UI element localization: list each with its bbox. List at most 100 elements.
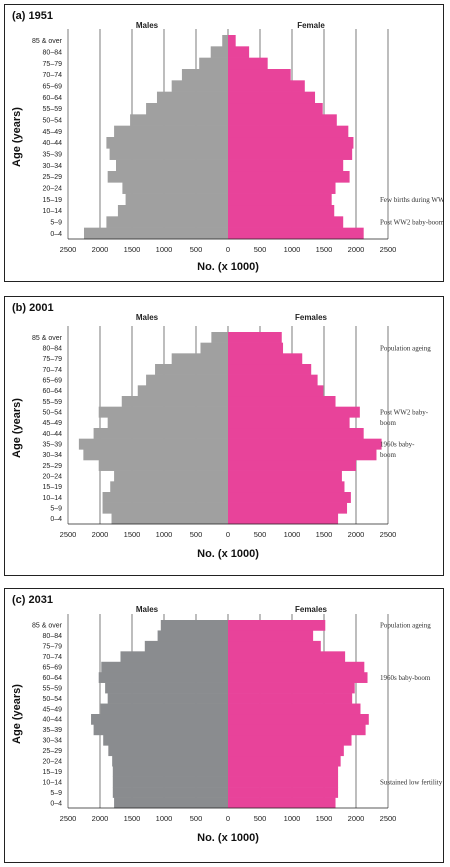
x-axis-label: No. (x 1000): [197, 261, 259, 273]
age-tick-label: 5–9: [50, 220, 62, 227]
female-bar: [228, 693, 353, 704]
x-tick-label: 2000: [348, 530, 365, 539]
age-tick-label: 80–84: [43, 346, 63, 353]
age-tick-label: 70–74: [43, 72, 63, 79]
male-bar: [200, 342, 228, 354]
x-tick-label: 0: [226, 814, 230, 823]
male-bar: [137, 385, 228, 397]
x-tick-label: 1500: [316, 814, 333, 823]
x-tick-label: 2000: [92, 245, 109, 254]
x-tick-label: 0: [226, 245, 230, 254]
age-tick-label: 10–14: [43, 779, 63, 786]
age-tick-label: 80–84: [43, 633, 63, 640]
x-tick-label: 1000: [284, 245, 301, 254]
male-bar: [102, 502, 228, 514]
male-bar: [117, 205, 228, 217]
age-tick-label: 30–34: [43, 452, 63, 459]
x-tick-label: 2000: [348, 245, 365, 254]
age-tick-label: 70–74: [43, 367, 63, 374]
male-bar: [107, 693, 228, 704]
female-bar: [228, 651, 346, 663]
male-bar: [181, 69, 228, 81]
x-tick-label: 1500: [124, 245, 141, 254]
age-tick-label: 15–19: [43, 484, 63, 491]
age-tick-label: 65–69: [43, 84, 63, 91]
y-axis-label: Age (years): [11, 398, 23, 458]
female-bar: [228, 502, 348, 514]
female-bar: [228, 714, 369, 725]
female-bar: [228, 193, 332, 206]
age-tick-label: 35–39: [43, 727, 63, 734]
annotation-text: Few births during WW2: [380, 196, 443, 204]
male-bar: [108, 745, 228, 757]
female-bar: [228, 374, 318, 386]
x-tick-label: 1500: [124, 814, 141, 823]
female-bar: [228, 460, 356, 471]
male-bar: [171, 80, 228, 92]
female-bar: [228, 385, 324, 397]
male-bar: [112, 776, 228, 788]
female-bar: [228, 417, 350, 429]
male-bar: [114, 125, 228, 138]
male-bar: [210, 46, 228, 58]
age-tick-label: 30–34: [43, 163, 63, 170]
age-tick-label: 50–54: [43, 118, 63, 125]
age-tick-label: 45–49: [43, 706, 63, 713]
chart-title: (c) 2031: [12, 594, 53, 606]
female-bar: [228, 640, 321, 652]
x-tick-label: 1000: [156, 245, 173, 254]
female-bar: [228, 703, 361, 715]
age-tick-label: 25–29: [43, 748, 63, 755]
female-bar: [228, 103, 323, 115]
males-label: Males: [136, 605, 159, 614]
x-tick-label: 500: [190, 530, 203, 539]
age-tick-label: 0–4: [50, 800, 62, 807]
male-bar: [120, 651, 228, 663]
age-tick-label: 45–49: [43, 129, 63, 136]
female-bar: [228, 46, 250, 58]
male-bar: [171, 353, 228, 365]
females-label: Females: [295, 605, 328, 614]
female-bar: [228, 35, 236, 47]
population-pyramid-2031: 0–4 5–9 10–14 15–19 20–24 25–29 30–34 35–39 40–4…: [11, 594, 443, 844]
female-bar: [228, 364, 312, 375]
female-bar: [228, 159, 344, 172]
age-tick-label: 45–49: [43, 420, 63, 427]
age-tick-label: 85 & over: [32, 38, 63, 45]
male-bar: [106, 137, 228, 149]
chart-panel-1951: 0–4 5–9 10–14 15–19 20–24 25–29 30–34 35–39 40–4…: [4, 4, 444, 282]
age-tick-label: 75–79: [43, 61, 63, 68]
male-bar: [110, 481, 228, 493]
male-bar: [107, 417, 228, 429]
x-tick-label: 1000: [156, 814, 173, 823]
males-label: Males: [136, 313, 159, 322]
male-bar: [91, 714, 228, 725]
male-bar: [114, 470, 228, 482]
annotation-text: 1960s baby-: [380, 441, 415, 449]
female-bar: [228, 148, 353, 160]
male-bar: [93, 428, 228, 439]
male-bar: [98, 672, 228, 683]
male-bar: [156, 91, 228, 104]
age-tick-label: 40–44: [43, 717, 63, 724]
male-bar: [101, 661, 228, 673]
age-tick-label: 75–79: [43, 356, 63, 363]
age-tick-label: 60–64: [43, 95, 63, 102]
age-tick-label: 65–69: [43, 665, 63, 672]
female-bar: [228, 724, 366, 736]
x-axis-label: No. (x 1000): [197, 548, 259, 560]
male-bar: [125, 193, 228, 206]
age-tick-label: 75–79: [43, 644, 63, 651]
male-bar: [121, 396, 228, 407]
female-bar: [228, 470, 342, 482]
male-bar: [109, 148, 228, 160]
age-tick-label: 20–24: [43, 186, 63, 193]
x-tick-label: 1000: [284, 814, 301, 823]
age-tick-label: 50–54: [43, 410, 63, 417]
male-bar: [222, 35, 228, 47]
male-bar: [100, 703, 228, 715]
age-tick-label: 35–39: [43, 442, 63, 449]
age-tick-label: 55–59: [43, 106, 63, 113]
x-tick-label: 1500: [316, 245, 333, 254]
age-tick-label: 85 & over: [32, 623, 63, 630]
